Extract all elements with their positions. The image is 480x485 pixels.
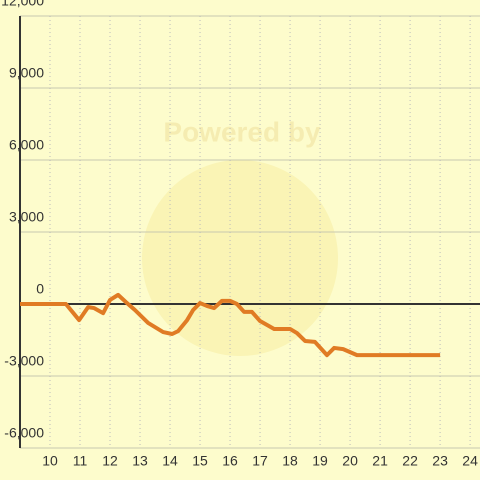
x-tick-label: 16 <box>222 453 238 469</box>
x-tick-label: 14 <box>162 453 178 469</box>
y-tick-label: 6,000 <box>9 137 44 153</box>
x-tick-label: 18 <box>282 453 298 469</box>
x-tick-label: 10 <box>42 453 58 469</box>
y-tick-label: 0 <box>36 281 44 297</box>
y-tick-label: 12,000 <box>1 0 44 9</box>
y-tick-label: 9,000 <box>9 65 44 81</box>
watermark-logo <box>142 160 338 356</box>
x-tick-label: 12 <box>102 453 118 469</box>
y-tick-label: 3,000 <box>9 209 44 225</box>
y-tick-label: -3,000 <box>4 353 44 369</box>
x-tick-label: 15 <box>192 453 208 469</box>
x-tick-label: 11 <box>73 453 88 469</box>
x-tick-label: 21 <box>372 453 388 469</box>
watermark: Powered by <box>163 116 321 147</box>
x-tick-label: 13 <box>132 453 148 469</box>
x-tick-label: 19 <box>312 453 328 469</box>
line <box>20 292 441 358</box>
x-tick-label: 22 <box>402 453 418 469</box>
x-tick-label: 24 <box>462 453 478 469</box>
y-tick-label: -6,000 <box>4 425 44 441</box>
x-tick-label: 23 <box>432 453 448 469</box>
x-tick-label: 20 <box>342 453 358 469</box>
x-tick-label: 17 <box>252 453 268 469</box>
